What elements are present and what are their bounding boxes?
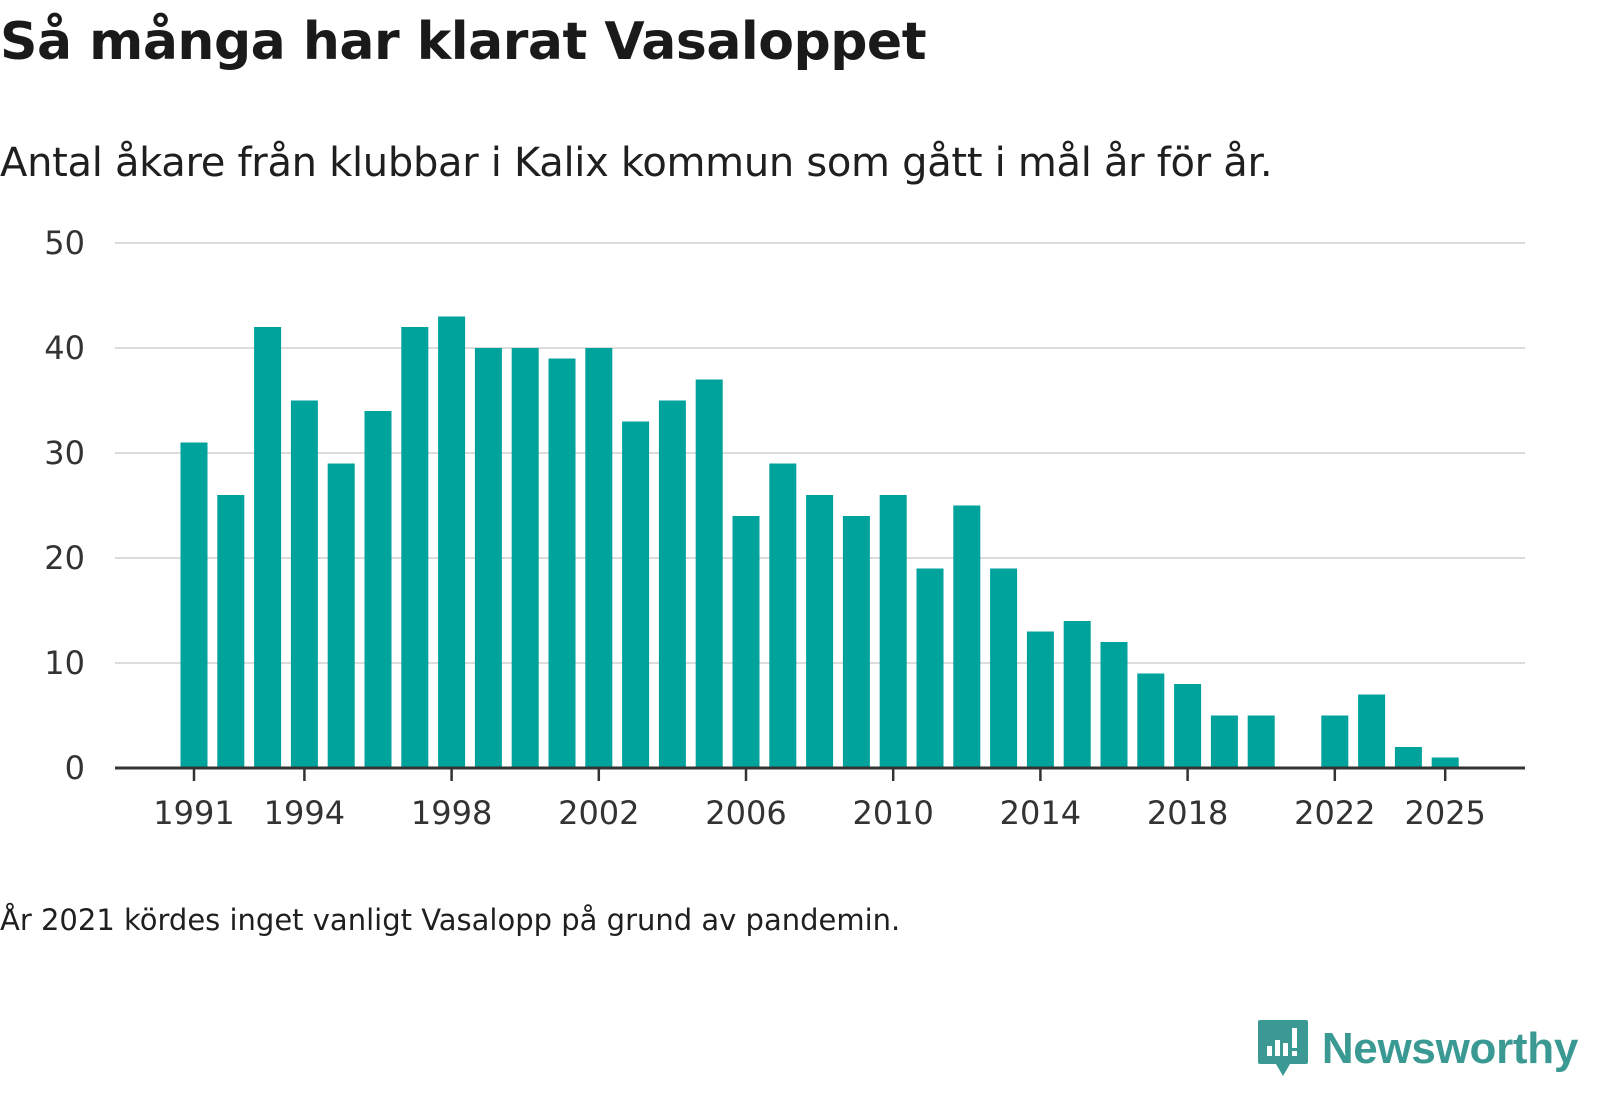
bar-2022 bbox=[1321, 715, 1349, 768]
bar-2014 bbox=[1026, 631, 1054, 768]
bar-2013 bbox=[990, 568, 1018, 768]
chart-subtitle: Antal åkare från klubbar i Kalix kommun … bbox=[0, 140, 1273, 186]
x-tick-label: 2018 bbox=[1147, 794, 1228, 832]
bar-2006 bbox=[732, 516, 760, 768]
bar-2009 bbox=[842, 516, 870, 768]
bar-2024 bbox=[1394, 747, 1422, 768]
bar-2020 bbox=[1247, 715, 1275, 768]
x-tick-label: 2002 bbox=[558, 794, 639, 832]
bar-2015 bbox=[1063, 621, 1091, 768]
x-tick-label: 2022 bbox=[1294, 794, 1375, 832]
x-tick-label: 1991 bbox=[153, 794, 234, 832]
brand-logo: Newsworthy bbox=[1256, 1018, 1578, 1080]
x-tick-label: 1998 bbox=[411, 794, 492, 832]
bar-1991 bbox=[180, 442, 208, 768]
bars bbox=[180, 316, 1459, 768]
bar-1993 bbox=[254, 327, 282, 768]
bar-1998 bbox=[438, 316, 466, 768]
chart-title: Så många har klarat Vasaloppet bbox=[0, 12, 927, 72]
y-tick-label: 40 bbox=[44, 329, 85, 367]
bar-2008 bbox=[806, 495, 834, 768]
x-tick-label: 1994 bbox=[264, 794, 345, 832]
bar-1997 bbox=[401, 327, 429, 768]
bar-1995 bbox=[327, 463, 355, 768]
bar-2019 bbox=[1210, 715, 1238, 768]
y-tick-label: 0 bbox=[65, 749, 85, 787]
bar-chart: 0 10 20 30 40 50 1991 1994 1998 2002 2006 2010 2014 2… bbox=[44, 224, 1525, 832]
footnote: År 2021 kördes inget vanligt Vasalopp på… bbox=[0, 903, 901, 937]
brand-name: Newsworthy bbox=[1321, 1024, 1578, 1073]
bar-2005 bbox=[695, 379, 723, 768]
bar-2023 bbox=[1358, 694, 1386, 768]
bar-2003 bbox=[622, 421, 650, 768]
bar-1992 bbox=[217, 495, 245, 768]
bar-1994 bbox=[290, 400, 318, 768]
x-tick-label: 2010 bbox=[852, 794, 933, 832]
x-tick-label: 2014 bbox=[1000, 794, 1081, 832]
bar-2012 bbox=[953, 505, 981, 768]
newsworthy-logo-icon bbox=[1257, 1020, 1308, 1076]
y-tick-label: 20 bbox=[44, 539, 85, 577]
y-tick-label: 30 bbox=[44, 434, 85, 472]
y-tick-label: 50 bbox=[44, 224, 85, 262]
x-tick-label: 2025 bbox=[1404, 794, 1485, 832]
bar-2016 bbox=[1100, 642, 1128, 768]
bar-2007 bbox=[769, 463, 797, 768]
bar-2001 bbox=[548, 358, 576, 768]
bar-2004 bbox=[658, 400, 686, 768]
y-tick-label: 10 bbox=[44, 644, 85, 682]
bar-2025 bbox=[1431, 757, 1459, 768]
bar-2000 bbox=[511, 348, 539, 768]
bar-2010 bbox=[879, 495, 907, 768]
bar-1999 bbox=[474, 348, 502, 768]
bar-1996 bbox=[364, 411, 392, 768]
bar-2011 bbox=[916, 568, 944, 768]
axes: 0 10 20 30 40 50 1991 1994 1998 2002 2006 2010 2014 2… bbox=[44, 224, 1525, 832]
bar-2017 bbox=[1137, 673, 1165, 768]
x-tick-label: 2006 bbox=[705, 794, 786, 832]
bar-2002 bbox=[585, 348, 613, 768]
bar-2018 bbox=[1174, 684, 1202, 768]
